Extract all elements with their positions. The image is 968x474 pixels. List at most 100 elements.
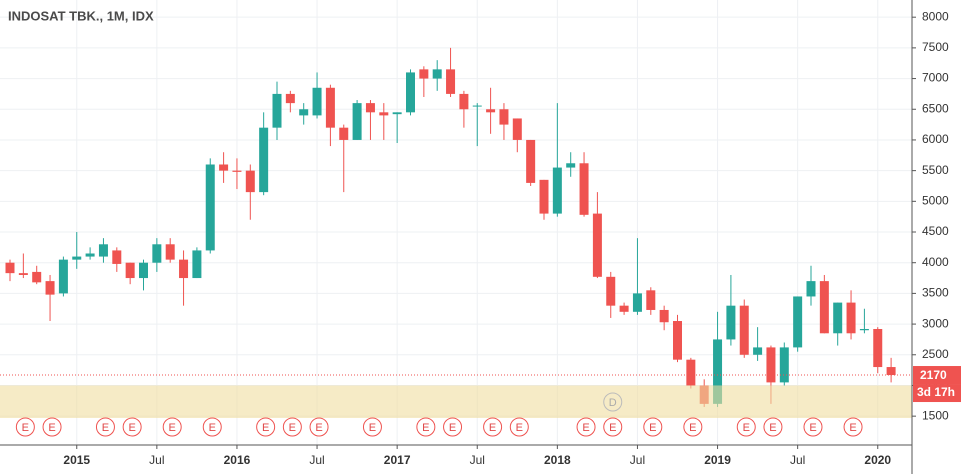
candle-body: [339, 127, 349, 140]
event-marker: [15, 417, 35, 437]
candle-body: [112, 250, 122, 264]
event-label: E: [449, 422, 456, 434]
y-tick-label: 2500: [922, 347, 949, 361]
x-tick-label: Jul: [790, 453, 805, 467]
x-tick-label: 2019: [704, 453, 731, 467]
candle-body: [432, 69, 442, 79]
candle-body: [5, 262, 15, 274]
candle-body: [499, 109, 509, 125]
event-label: E: [516, 422, 523, 434]
candle-body: [285, 93, 295, 104]
candle-body: [472, 105, 482, 107]
candle-body: [85, 253, 95, 257]
event-label: E: [48, 422, 55, 434]
candle-body: [232, 170, 242, 172]
x-tick-label: Jul: [470, 453, 485, 467]
x-tick-label: 2016: [224, 453, 251, 467]
y-tick-label: 3000: [922, 316, 949, 330]
event-label: E: [422, 422, 429, 434]
candle-body: [859, 328, 869, 331]
candle-body: [886, 367, 896, 376]
candle-body: [873, 328, 883, 368]
candle-body: [365, 103, 375, 113]
event-marker: [603, 417, 623, 437]
y-tick-label: 3500: [922, 286, 949, 300]
event-label: E: [262, 422, 269, 434]
countdown-tag: [913, 384, 961, 403]
event-label: E: [209, 422, 216, 434]
y-tick-label: 6500: [922, 101, 949, 115]
candle-body: [833, 302, 843, 334]
candle-body: [192, 250, 202, 279]
candle-body: [312, 87, 322, 116]
candle-body: [539, 179, 549, 214]
candle-body: [819, 281, 829, 334]
highlight-band: [0, 385, 912, 418]
candle-body: [846, 302, 856, 334]
event-marker: [282, 417, 302, 437]
event-label: E: [743, 422, 750, 434]
chart-title: INDOSAT TBK., 1M, IDX: [8, 8, 154, 23]
x-tick-label: 2017: [384, 453, 411, 467]
candle-body: [779, 347, 789, 383]
candle-body: [419, 69, 429, 79]
event-marker: [362, 417, 382, 437]
event-label: E: [689, 422, 696, 434]
candle-body: [245, 170, 255, 193]
candle-body: [152, 244, 162, 263]
event-label: E: [22, 422, 29, 434]
event-marker: [416, 417, 436, 437]
event-marker: [576, 417, 596, 437]
event-label: E: [609, 422, 616, 434]
candle-body: [446, 69, 456, 94]
candle-body: [139, 262, 148, 279]
y-tick-label: 1500: [922, 408, 949, 422]
candle-body: [352, 103, 362, 140]
candle-body: [686, 359, 696, 386]
event-marker: [763, 417, 783, 437]
candle-body: [673, 321, 682, 360]
event-label: E: [809, 422, 816, 434]
event-marker: [509, 417, 529, 437]
candle-body: [486, 109, 496, 113]
candle-body: [58, 259, 68, 294]
y-tick-label: 4500: [922, 224, 949, 238]
candle-body: [806, 281, 816, 297]
event-marker: [843, 417, 863, 437]
event-label: E: [128, 422, 135, 434]
candle-body: [392, 112, 402, 115]
candle-body: [726, 305, 736, 340]
event-label: E: [169, 422, 176, 434]
y-tick-label: 8000: [922, 9, 949, 23]
event-marker: [643, 417, 663, 437]
event-label: E: [582, 422, 589, 434]
time-axis-bg: [0, 445, 912, 474]
event-marker: [202, 417, 222, 437]
x-tick-label: 2020: [864, 453, 891, 467]
dividend-label: D: [609, 397, 617, 409]
event-marker: [42, 417, 62, 437]
y-tick-label: 5500: [922, 163, 949, 177]
candle-body: [526, 139, 536, 183]
event-marker: [736, 417, 756, 437]
event-label: E: [102, 422, 109, 434]
candle-body: [45, 281, 55, 295]
event-label: E: [769, 422, 776, 434]
candle-body: [165, 244, 175, 260]
event-marker: [803, 417, 823, 437]
x-tick-label: Jul: [149, 453, 164, 467]
event-label: E: [849, 422, 856, 434]
event-label: E: [489, 422, 496, 434]
candle-body: [125, 262, 135, 279]
candle-body: [713, 339, 723, 404]
candle-body: [592, 213, 602, 277]
y-tick-label: 7000: [922, 71, 949, 85]
candle-body: [72, 256, 82, 260]
last-price-tag: [913, 366, 961, 385]
event-label: E: [289, 422, 296, 434]
event-marker: [162, 417, 182, 437]
candle-body: [459, 93, 469, 110]
candle-body: [32, 271, 42, 283]
candle-body: [406, 72, 415, 113]
